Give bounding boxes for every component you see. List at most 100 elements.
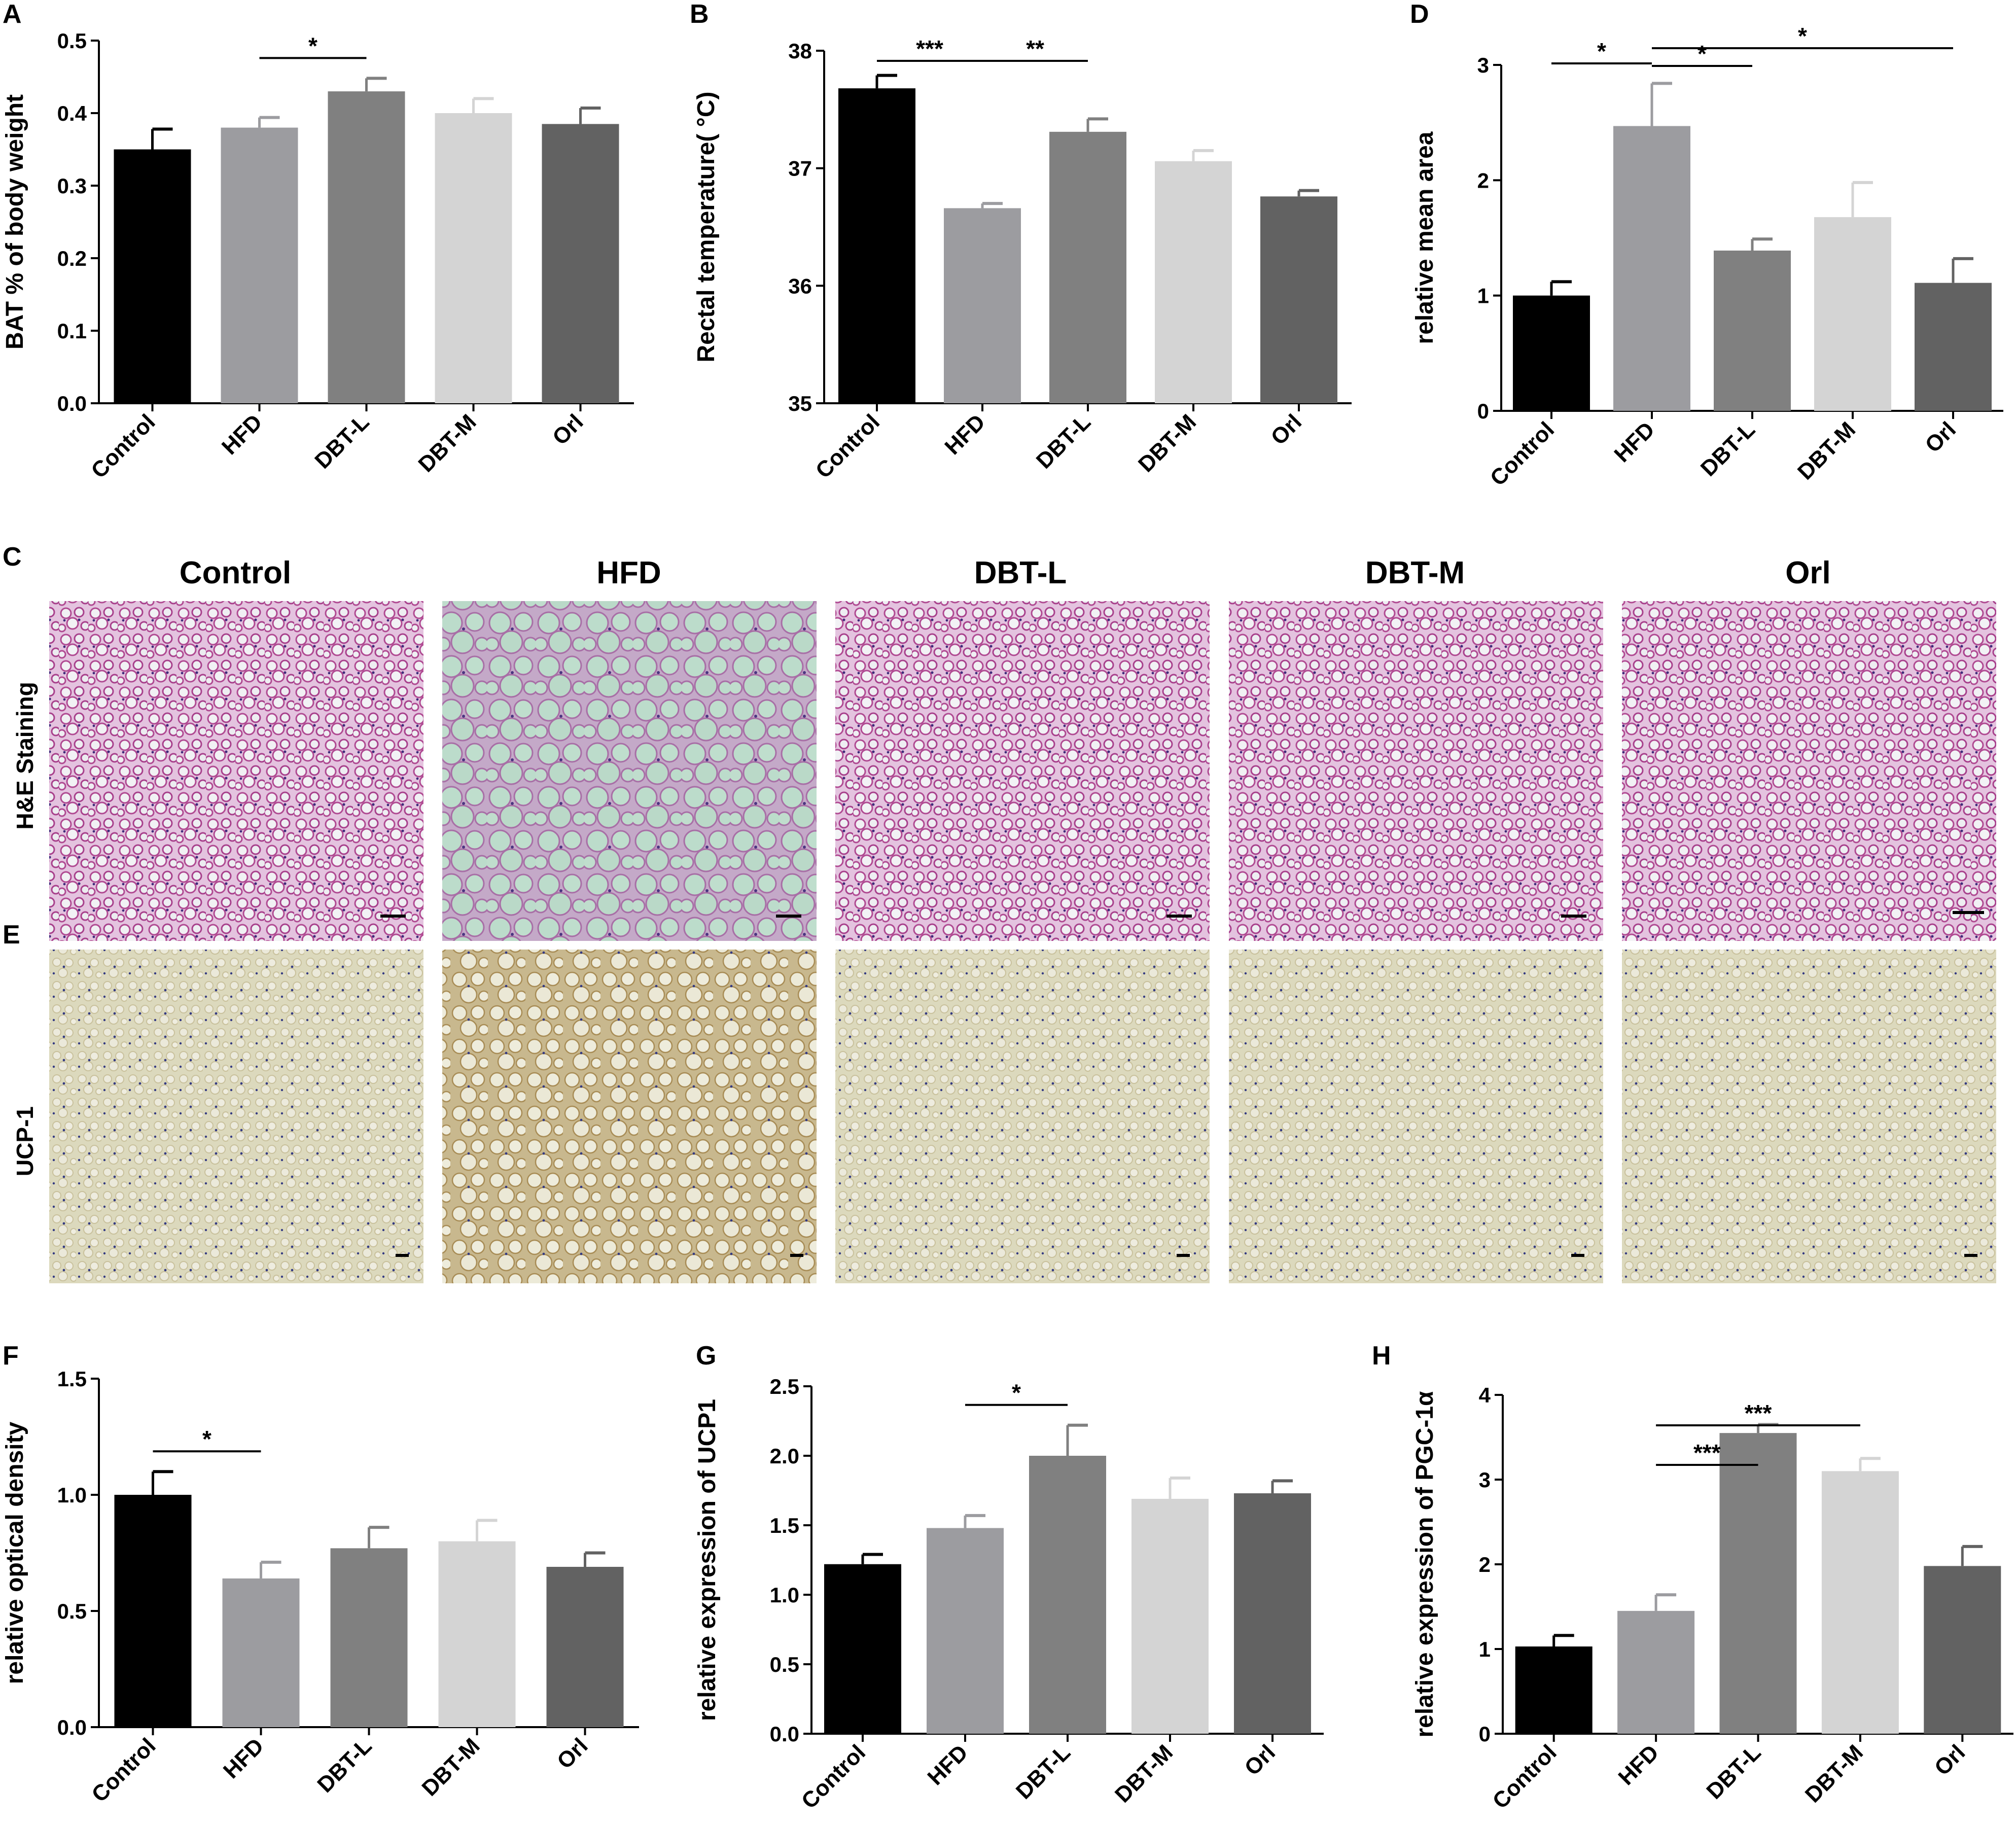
bar-hfd — [944, 208, 1021, 403]
scale-bar — [380, 915, 406, 918]
y-tick-label: 35 — [788, 392, 812, 415]
category-label: Orl — [1930, 1740, 1970, 1780]
y-axis-label: relative expression of PGC-1α — [1411, 1391, 1438, 1738]
bar-control — [824, 1564, 901, 1734]
he-image-dbt-l — [835, 601, 1210, 941]
y-tick-label: 38 — [788, 39, 812, 63]
bar-dbt-m — [435, 113, 512, 403]
bar-dbt-l — [1049, 131, 1126, 404]
category-label: Control — [1488, 1740, 1562, 1813]
row-title-ucp1: UCP-1 — [12, 1106, 38, 1176]
bar-hfd — [1613, 126, 1690, 411]
bar-dbt-l — [330, 1548, 408, 1727]
chart-a: A 0.0 0.1 0.2 0.3 0.4 0.5 BAT % of body weight C… — [2, 0, 634, 483]
significance-label: *** — [916, 36, 943, 62]
category-label: Control — [1486, 417, 1559, 490]
ucp1-image-hfd — [442, 950, 817, 1283]
y-tick-label: 2.5 — [770, 1375, 799, 1398]
panel-label: G — [696, 1341, 716, 1371]
y-tick-label: 0.5 — [57, 1599, 87, 1623]
y-tick-label: 0.0 — [57, 1715, 87, 1739]
significance-label: * — [308, 32, 317, 59]
he-image-control — [49, 601, 423, 941]
y-tick-label: 0.0 — [770, 1722, 799, 1746]
significance-label: * — [202, 1426, 211, 1452]
y-tick-label: 1.5 — [770, 1514, 799, 1537]
category-label: DBT-L — [310, 409, 374, 473]
category-label: DBT-M — [1793, 417, 1860, 484]
bar-dbt-l — [328, 91, 405, 404]
category-label: DBT-M — [1110, 1740, 1178, 1807]
scale-bar — [1166, 915, 1192, 918]
bar-orl — [1260, 196, 1337, 403]
bar-dbt-m — [1131, 1498, 1209, 1734]
scale-bar — [396, 1254, 409, 1257]
significance-label: *** — [1745, 1400, 1772, 1426]
scale-bar — [1571, 1254, 1584, 1257]
y-tick-label: 1.0 — [770, 1583, 799, 1607]
ucp1-image-dbt-m — [1229, 950, 1603, 1283]
scale-bar — [790, 1254, 803, 1257]
bar-dbt-l — [1029, 1456, 1106, 1734]
y-tick-label: 37 — [788, 157, 812, 181]
scale-bar — [1561, 915, 1586, 918]
scale-bar — [1177, 1254, 1190, 1257]
category-label: DBT-L — [1702, 1740, 1765, 1804]
category-label: HFD — [1609, 417, 1659, 467]
y-axis-label: Rectal temperature( °C) — [693, 92, 720, 363]
chart-b: B 35 36 37 38 Rectal temperature( °C) Control H… — [690, 0, 1352, 483]
category-label: Control — [86, 409, 160, 483]
bar-dbt-m — [438, 1541, 516, 1727]
chart-d: D 0 1 2 3 relative mean area Control HFD DBT-L DB… — [1410, 0, 2003, 491]
y-tick-label: 36 — [788, 274, 812, 298]
y-tick-label: 3 — [1477, 53, 1489, 77]
significance-label: ** — [1026, 36, 1044, 62]
y-axis-label: BAT % of body weight — [2, 94, 28, 349]
chart-g: G 0.0 0.5 1.0 1.5 2.0 2.5 relative expression o… — [694, 1341, 1324, 1814]
column-title-dbt-l: DBT-L — [974, 555, 1067, 590]
bar-dbt-m — [1821, 1471, 1899, 1734]
category-label: HFD — [217, 409, 267, 460]
y-tick-label: 0.5 — [57, 29, 87, 53]
category-label: HFD — [1614, 1740, 1664, 1790]
category-label: DBT-L — [1011, 1740, 1075, 1804]
bar-dbt-l — [1719, 1433, 1797, 1734]
y-tick-label: 0.0 — [57, 392, 87, 415]
bar-orl — [1915, 283, 1992, 411]
category-label: Control — [87, 1733, 160, 1807]
y-axis-label: relative expression of UCP1 — [694, 1399, 721, 1721]
category-label: DBT-L — [312, 1733, 376, 1797]
bar-hfd — [222, 1578, 300, 1727]
significance-label: * — [1697, 41, 1707, 67]
panel-label: F — [3, 1341, 19, 1371]
category-label: Control — [811, 409, 885, 483]
category-label: DBT-L — [1696, 417, 1760, 481]
bar-control — [1513, 295, 1590, 411]
row-title-he: H&E Staining — [12, 682, 38, 829]
ucp1-image-control — [49, 950, 423, 1283]
y-tick-label: 1 — [1479, 1637, 1491, 1661]
panel-label: D — [1410, 0, 1429, 29]
bar-control — [838, 88, 915, 404]
column-title-orl: Orl — [1785, 555, 1831, 590]
y-axis-label: relative mean area — [1411, 131, 1438, 344]
bar-orl — [1234, 1493, 1311, 1734]
y-tick-label: 0.2 — [57, 247, 87, 270]
y-tick-label: 4 — [1479, 1383, 1491, 1407]
bar-hfd — [927, 1528, 1004, 1734]
y-tick-label: 1 — [1477, 284, 1489, 308]
category-label: Orl — [1920, 417, 1961, 458]
category-label: DBT-M — [413, 409, 481, 477]
panel-label-e: E — [3, 920, 20, 950]
he-image-orl — [1622, 601, 1996, 941]
significance-label: * — [1597, 38, 1606, 64]
category-label: DBT-L — [1032, 409, 1095, 473]
panel-label-c: C — [3, 542, 22, 572]
chart-h: H 0 1 2 3 4 relative expression of PGC-1α Contr… — [1372, 1341, 2013, 1814]
bar-orl — [1924, 1566, 2001, 1734]
bar-hfd — [221, 127, 298, 404]
column-title-control: Control — [180, 555, 291, 590]
histology-panels: C E Control HFD DBT-L DBT-M Orl H&E Stai… — [3, 542, 1996, 1283]
category-label: Orl — [552, 1733, 593, 1774]
